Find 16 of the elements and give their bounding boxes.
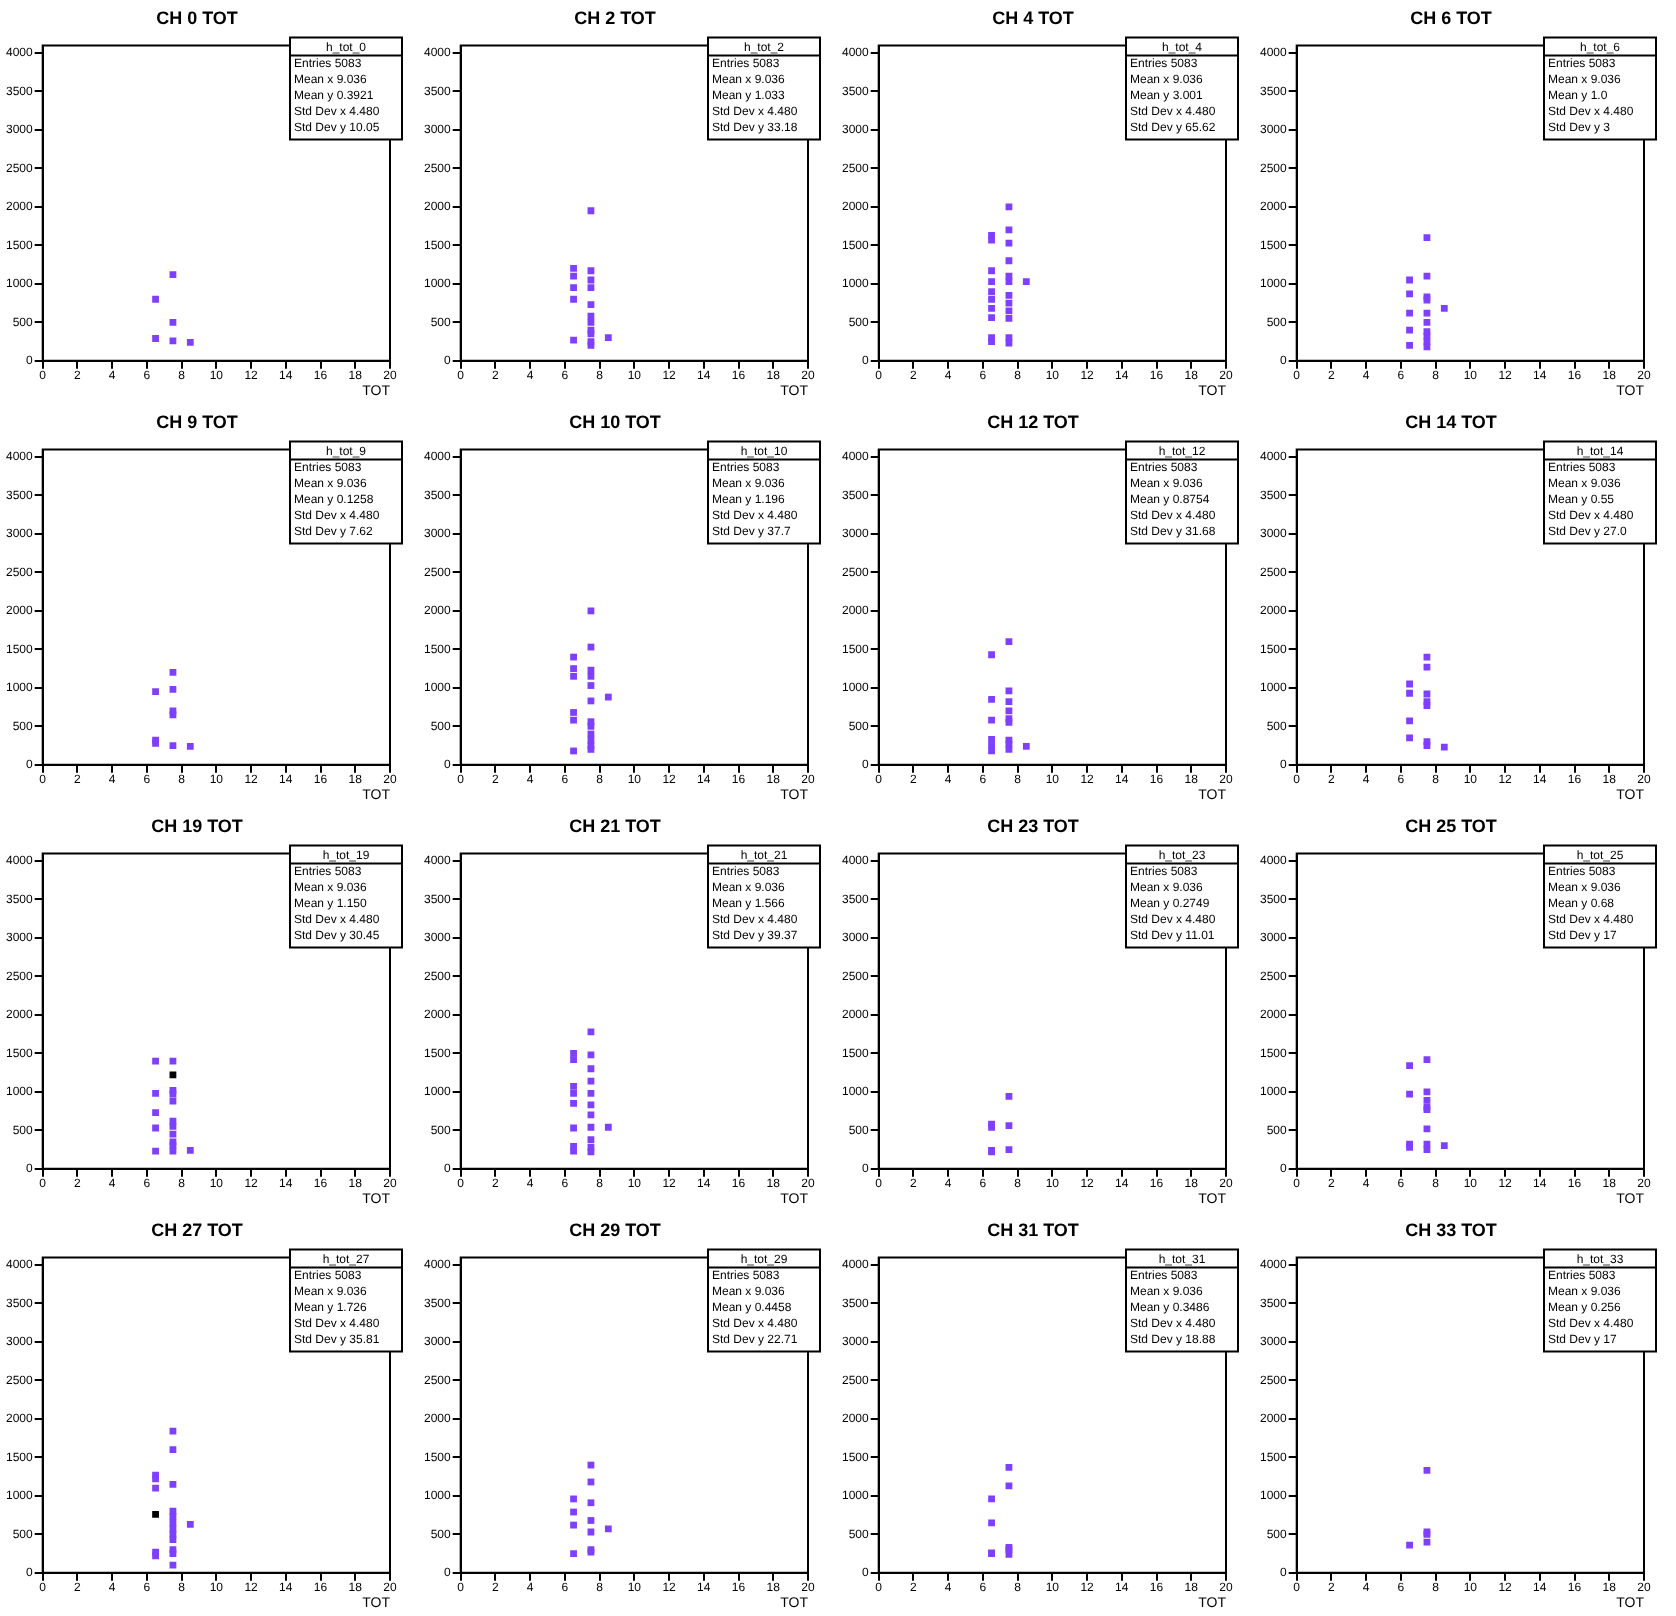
chart-title: CH 14 TOT — [1405, 411, 1498, 432]
chart-title: CH 0 TOT — [156, 7, 239, 28]
chart-title: CH 25 TOT — [1405, 815, 1498, 836]
chart-title: CH 9 TOT — [156, 411, 239, 432]
chart-title: CH 19 TOT — [151, 815, 244, 836]
chart-title: CH 31 TOT — [987, 1219, 1080, 1240]
chart-title: CH 12 TOT — [987, 411, 1080, 432]
chart-title: CH 33 TOT — [1405, 1219, 1498, 1240]
chart-title: CH 27 TOT — [151, 1219, 244, 1240]
chart-title: CH 29 TOT — [569, 1219, 662, 1240]
chart-title: CH 6 TOT — [1410, 7, 1493, 28]
chart-title: CH 10 TOT — [569, 411, 662, 432]
chart-title: CH 23 TOT — [987, 815, 1080, 836]
chart-title: CH 21 TOT — [569, 815, 662, 836]
chart-title: CH 2 TOT — [574, 7, 657, 28]
chart-title: CH 4 TOT — [992, 7, 1075, 28]
